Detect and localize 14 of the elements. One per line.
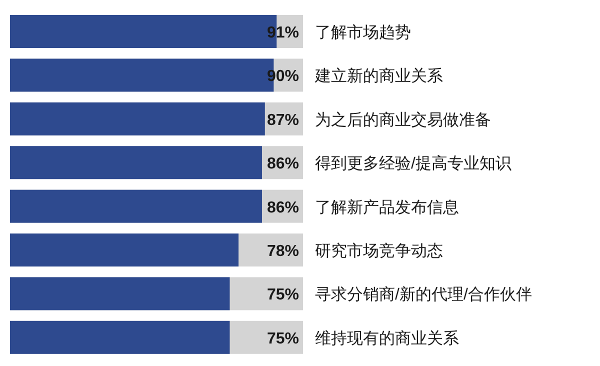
y-tick-label: 寻求分销商/新的代理/合作伙伴: [315, 286, 532, 304]
data-label: 78%: [266, 243, 299, 260]
y-tick-label: 维持现有的商业关系: [315, 329, 459, 348]
data-label: 87%: [266, 112, 299, 129]
y-tick-label: 为之后的商业交易做准备: [315, 110, 491, 129]
y-tick-label: 建立新的商业关系: [314, 67, 443, 86]
y-tick-label: 了解市场趋势: [315, 24, 411, 42]
data-label: 86%: [266, 156, 299, 173]
y-tick-label: 了解新产品发布信息: [315, 198, 459, 216]
y-tick-label: 研究市场竞争动态: [315, 242, 443, 260]
data-label: 86%: [266, 199, 299, 216]
data-label: 75%: [266, 330, 299, 348]
data-label: 75%: [266, 286, 299, 304]
y-tick-label: 得到更多经验/提高专业知识: [315, 154, 512, 173]
